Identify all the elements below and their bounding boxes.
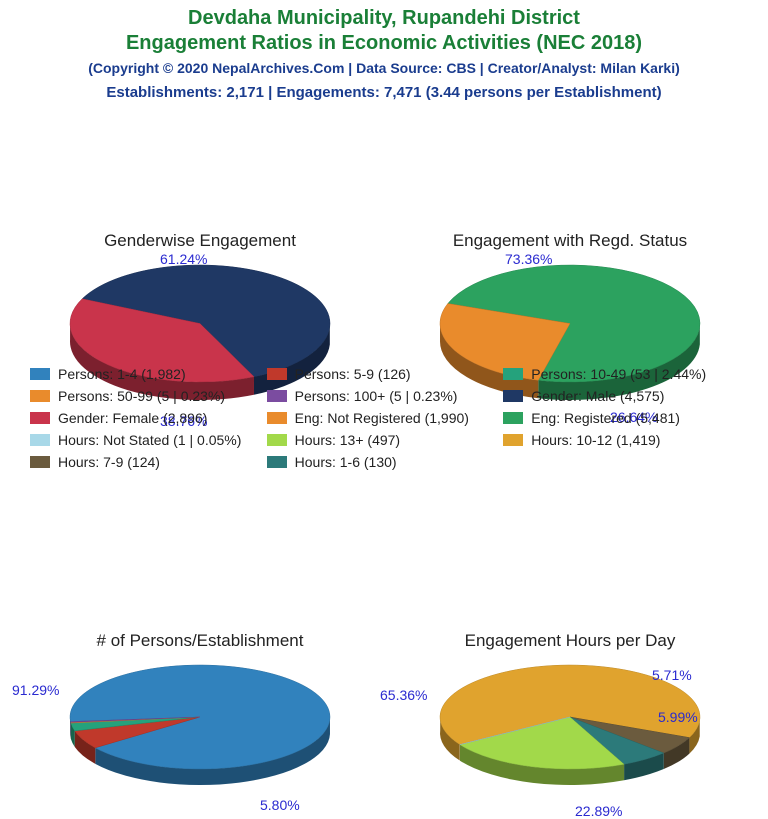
copyright-text: (Copyright © 2020 NepalArchives.Com | Da… bbox=[0, 60, 768, 76]
pct-label: 91.29% bbox=[12, 682, 59, 698]
legend: Persons: 1-4 (1,982) Persons: 5-9 (126) Pe… bbox=[30, 366, 740, 476]
legend-swatch bbox=[267, 368, 287, 380]
legend-item: Persons: 100+ (5 | 0.23%) bbox=[267, 388, 504, 404]
legend-swatch bbox=[30, 456, 50, 468]
legend-swatch bbox=[503, 390, 523, 402]
legend-item: Persons: 50-99 (5 | 0.23%) bbox=[30, 388, 267, 404]
page-title: Devdaha Municipality, Rupandehi District… bbox=[0, 6, 768, 56]
chart-persons: # of Persons/Establishment 91.29%5.80% bbox=[30, 631, 370, 815]
title-line1: Devdaha Municipality, Rupandehi District bbox=[188, 7, 580, 29]
legend-swatch bbox=[30, 434, 50, 446]
legend-item: Persons: 5-9 (126) bbox=[267, 366, 504, 382]
legend-item: Persons: 1-4 (1,982) bbox=[30, 366, 267, 382]
legend-item: Gender: Female (2,896) bbox=[30, 410, 267, 426]
legend-row: Persons: 1-4 (1,982) Persons: 5-9 (126) Pe… bbox=[30, 366, 740, 382]
legend-text: Gender: Male (4,575) bbox=[531, 388, 664, 404]
legend-item: Hours: 7-9 (124) bbox=[30, 454, 267, 470]
pct-label: 61.24% bbox=[160, 251, 207, 267]
legend-item: Hours: 1-6 (130) bbox=[267, 454, 504, 470]
legend-swatch bbox=[267, 456, 287, 468]
pct-label: 73.36% bbox=[505, 251, 552, 267]
pct-label: 5.80% bbox=[260, 797, 300, 813]
legend-text: Hours: Not Stated (1 | 0.05%) bbox=[58, 432, 241, 448]
legend-text: Persons: 1-4 (1,982) bbox=[58, 366, 186, 382]
legend-swatch bbox=[30, 412, 50, 424]
legend-text: Gender: Female (2,896) bbox=[58, 410, 207, 426]
legend-item: Eng: Not Registered (1,990) bbox=[267, 410, 504, 426]
stats-text: Establishments: 2,171 | Engagements: 7,4… bbox=[0, 84, 768, 101]
pct-label: 5.71% bbox=[652, 667, 692, 683]
chart-regd-title: Engagement with Regd. Status bbox=[400, 231, 740, 251]
legend-item: Gender: Male (4,575) bbox=[503, 388, 740, 404]
legend-swatch bbox=[503, 412, 523, 424]
chart-hours-title: Engagement Hours per Day bbox=[400, 631, 740, 651]
legend-row: Persons: 50-99 (5 | 0.23%) Persons: 100+ … bbox=[30, 388, 740, 404]
pct-label: 5.99% bbox=[658, 709, 698, 725]
legend-swatch bbox=[503, 434, 523, 446]
legend-swatch bbox=[503, 368, 523, 380]
legend-text: Hours: 7-9 (124) bbox=[58, 454, 160, 470]
legend-swatch bbox=[267, 390, 287, 402]
legend-row: Gender: Female (2,896) Eng: Not Registere… bbox=[30, 410, 740, 426]
legend-item: Hours: Not Stated (1 | 0.05%) bbox=[30, 432, 267, 448]
chart-persons-title: # of Persons/Establishment bbox=[30, 631, 370, 651]
legend-text: Persons: 100+ (5 | 0.23%) bbox=[295, 388, 458, 404]
chart-gender-title: Genderwise Engagement bbox=[30, 231, 370, 251]
legend-text: Eng: Not Registered (1,990) bbox=[295, 410, 469, 426]
pct-label: 22.89% bbox=[575, 803, 622, 819]
legend-text: Hours: 13+ (497) bbox=[295, 432, 400, 448]
title-line2: Engagement Ratios in Economic Activities… bbox=[126, 32, 642, 54]
legend-text: Hours: 1-6 (130) bbox=[295, 454, 397, 470]
legend-swatch bbox=[267, 434, 287, 446]
pct-label: 65.36% bbox=[380, 687, 427, 703]
legend-item: Hours: 10-12 (1,419) bbox=[503, 432, 740, 448]
legend-text: Persons: 5-9 (126) bbox=[295, 366, 411, 382]
legend-swatch bbox=[30, 368, 50, 380]
legend-text: Hours: 10-12 (1,419) bbox=[531, 432, 660, 448]
legend-item: Hours: 13+ (497) bbox=[267, 432, 504, 448]
legend-text: Persons: 50-99 (5 | 0.23%) bbox=[58, 388, 225, 404]
legend-item: Persons: 10-49 (53 | 2.44%) bbox=[503, 366, 740, 382]
legend-swatch bbox=[30, 390, 50, 402]
pie-persons bbox=[30, 655, 370, 815]
legend-text: Persons: 10-49 (53 | 2.44%) bbox=[531, 366, 706, 382]
legend-text: Eng: Registered (5,481) bbox=[531, 410, 680, 426]
legend-item: Eng: Registered (5,481) bbox=[503, 410, 740, 426]
legend-swatch bbox=[267, 412, 287, 424]
legend-row: Hours: Not Stated (1 | 0.05%) Hours: 13+ … bbox=[30, 432, 740, 448]
legend-row: Hours: 7-9 (124) Hours: 1-6 (130) bbox=[30, 454, 740, 470]
chart-hours: Engagement Hours per Day 65.36%5.71%5.99… bbox=[400, 631, 740, 815]
